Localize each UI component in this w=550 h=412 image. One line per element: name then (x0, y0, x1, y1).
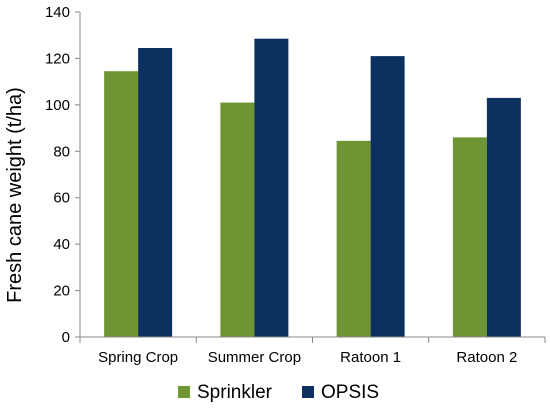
bar-sprinkler-spring-crop (104, 71, 139, 338)
legend-swatch-sprinkler (178, 386, 190, 398)
y-tick-label: 80 (53, 143, 70, 160)
x-tick-label: Spring Crop (98, 349, 178, 366)
bar-opsis-ratoon-1 (370, 56, 405, 337)
legend-swatch-opsis (302, 386, 314, 398)
bar-opsis-summer-crop (254, 38, 289, 337)
y-tick-label: 0 (62, 329, 70, 346)
y-tick-label: 100 (45, 97, 70, 114)
bar-opsis-spring-crop (138, 47, 173, 337)
y-axis-ticks: 0 20 40 60 80 100 120 140 (45, 4, 80, 346)
y-tick-label: 140 (45, 4, 70, 21)
y-tick-label: 120 (45, 50, 70, 67)
legend-label-opsis: OPSIS (321, 382, 379, 403)
y-tick-label: 60 (53, 190, 70, 207)
bar-sprinkler-ratoon-2 (452, 137, 487, 337)
x-tick-label: Summer Crop (208, 349, 301, 366)
x-tick-label: Ratoon 1 (340, 349, 401, 366)
bar-sprinkler-ratoon-1 (336, 140, 371, 337)
bar-opsis-ratoon-2 (486, 97, 521, 338)
y-tick-label: 40 (53, 236, 70, 253)
y-tick-label: 20 (53, 283, 70, 300)
plot-area (104, 38, 521, 338)
x-tick-label: Ratoon 2 (456, 349, 517, 366)
legend-label-sprinkler: Sprinkler (197, 382, 273, 403)
legend: Sprinkler OPSIS (178, 382, 379, 403)
y-axis-title: Fresh cane weight (t/ha) (4, 87, 26, 303)
x-axis-ticks: Spring Crop Summer Crop Ratoon 1 Ratoon 2 (79, 337, 546, 366)
bar-sprinkler-summer-crop (220, 102, 255, 338)
